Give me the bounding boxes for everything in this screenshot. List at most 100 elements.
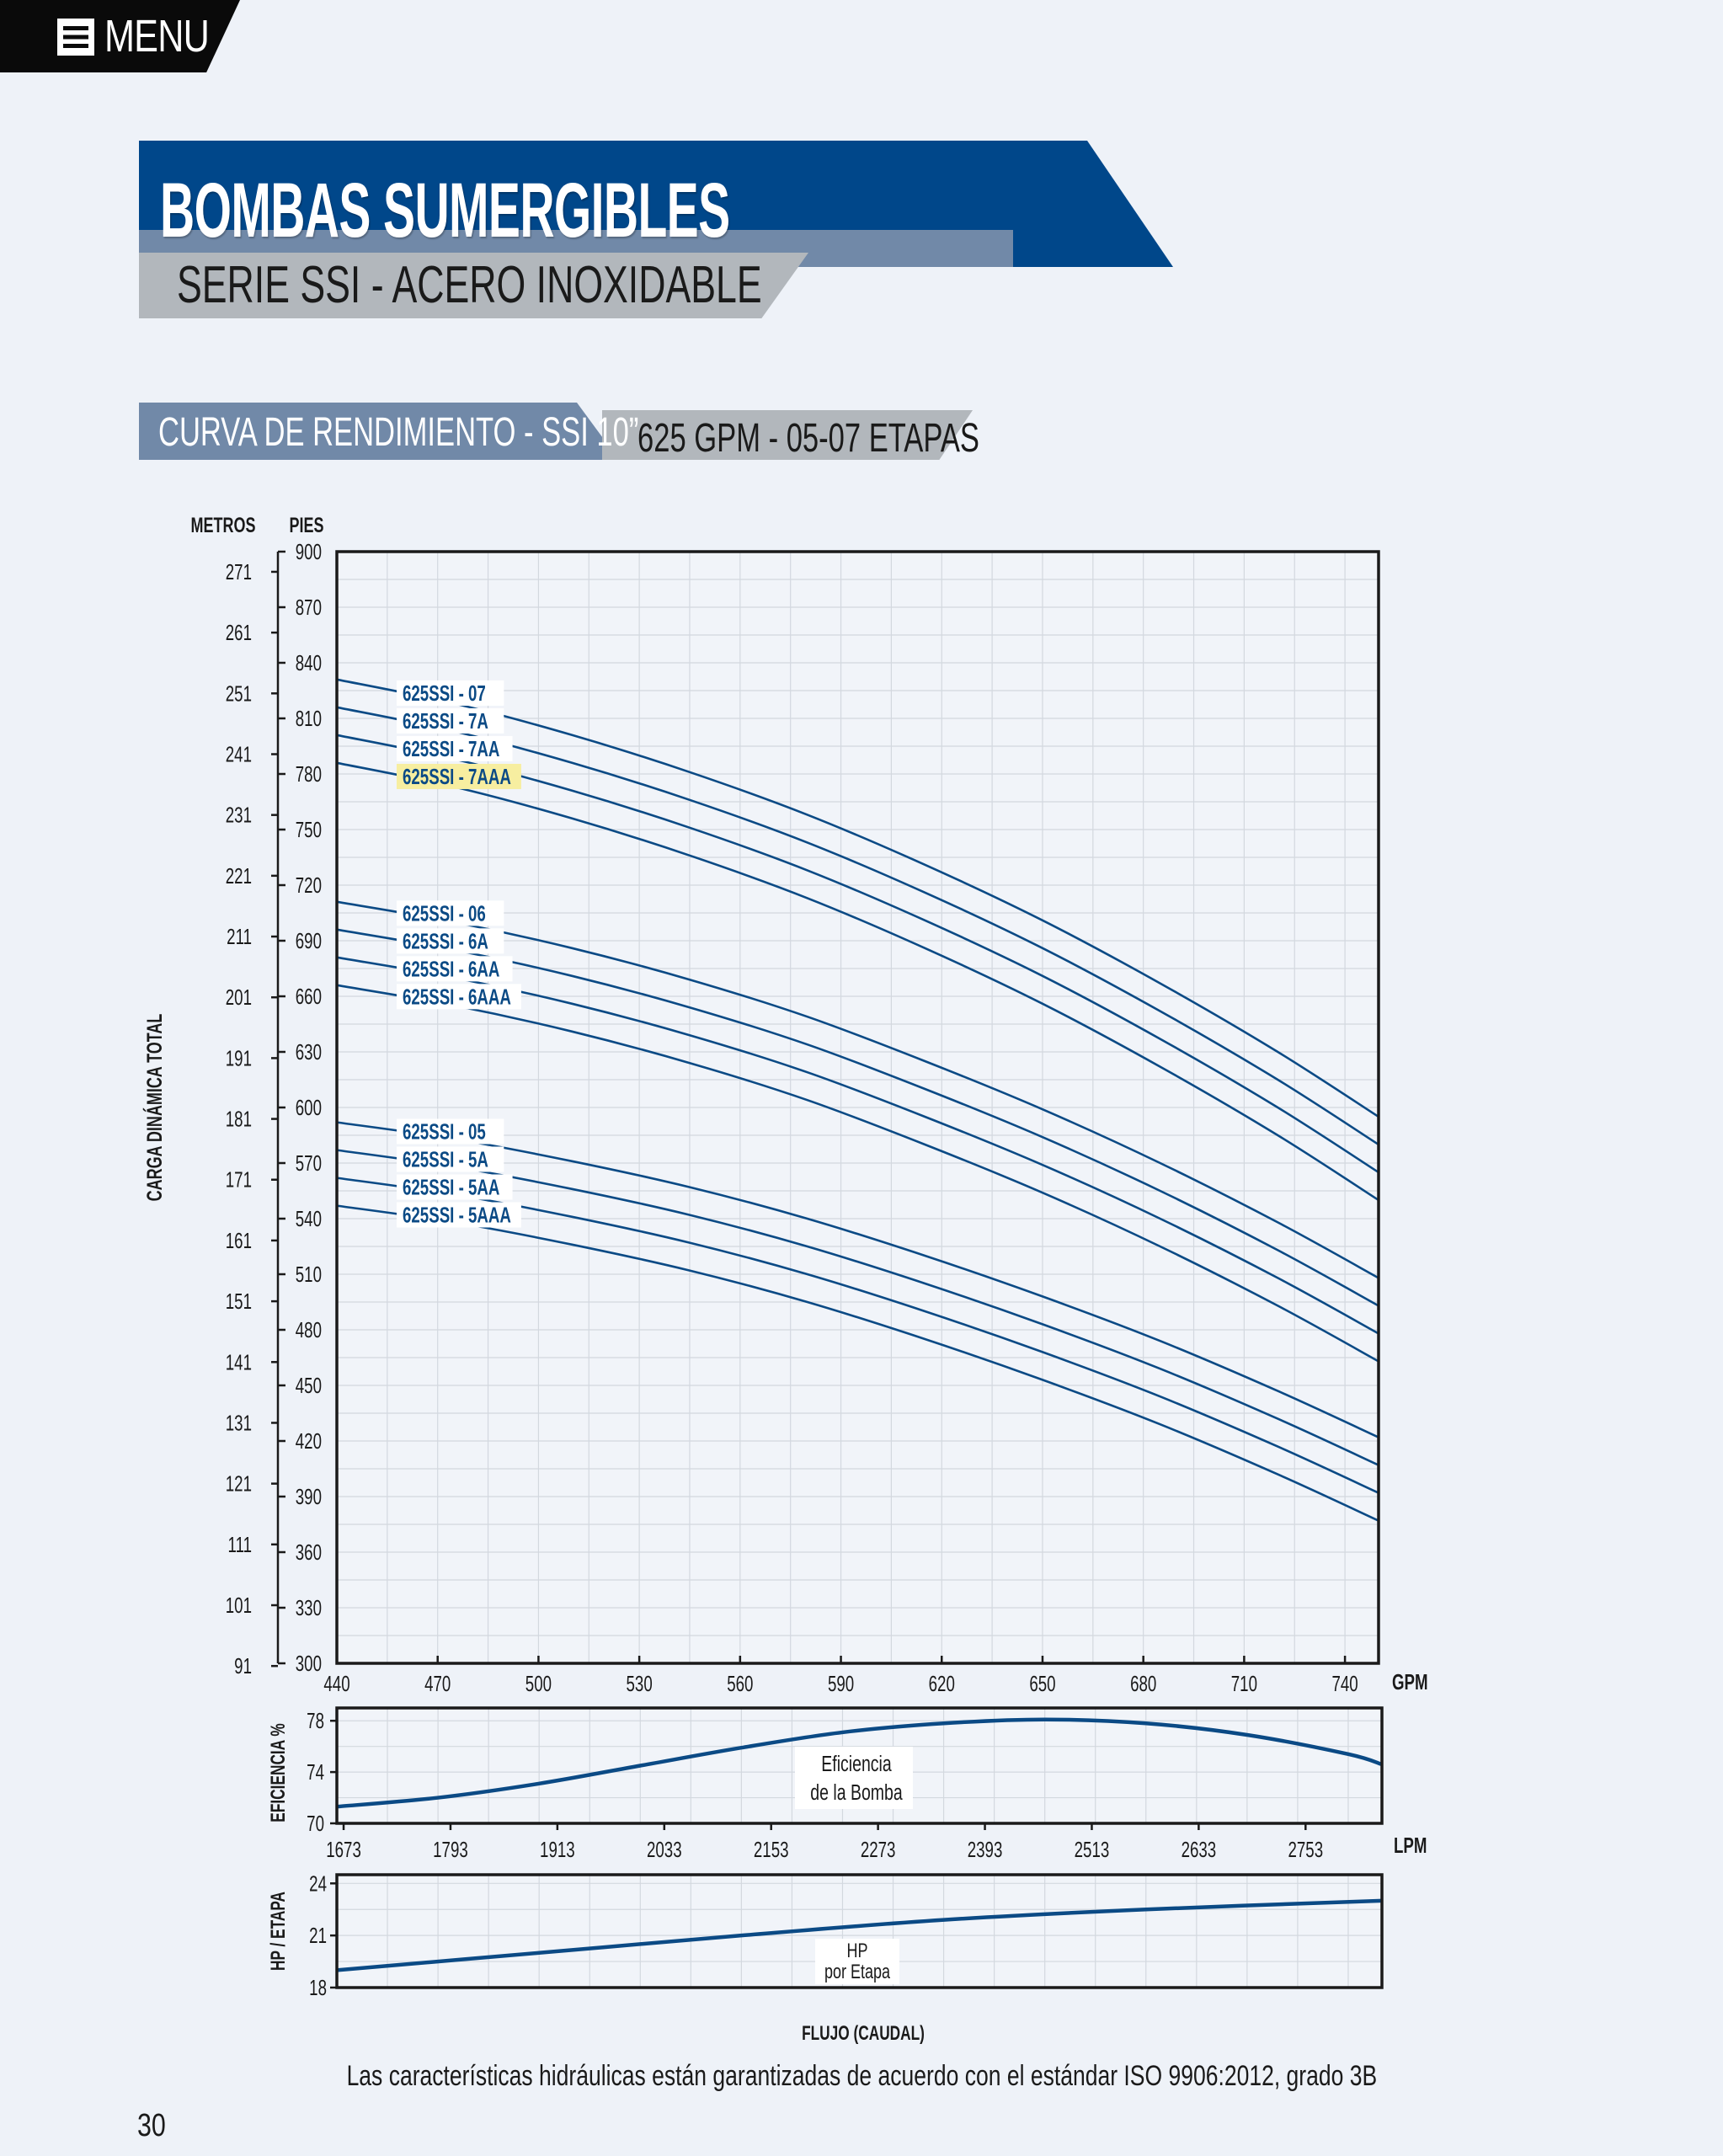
curve-label-bg xyxy=(397,735,513,761)
y-tick-label-ft: 660 xyxy=(296,984,322,1009)
y-tick-label-ft: 720 xyxy=(296,873,322,898)
y-tick-label-m: 271 xyxy=(226,559,252,584)
y-tick-label-ft: 900 xyxy=(296,539,322,564)
section-banner xyxy=(139,403,619,460)
curve-label: 625SSI - 7AA xyxy=(403,736,499,761)
curve-label-bg xyxy=(397,1202,521,1228)
hp-label-line1: HP xyxy=(846,1940,867,1962)
efficiency-y-tick-label: 78 xyxy=(307,1708,324,1733)
curve-label: 625SSI - 07 xyxy=(403,680,486,706)
y-tick-label-m: 131 xyxy=(226,1410,252,1435)
curve-label: 625SSI - 5A xyxy=(403,1146,488,1171)
y-tick-label-ft: 510 xyxy=(296,1262,322,1287)
curve-label-bg xyxy=(397,1118,504,1145)
curve-label: 625SSI - 7AAA xyxy=(403,764,511,789)
footer-note-text: Las características hidráulicas están ga… xyxy=(346,2060,1377,2092)
footer-note: Las características hidráulicas están ga… xyxy=(0,2060,1723,2093)
section-banner-secondary xyxy=(602,410,973,460)
y-tick-label-m: 251 xyxy=(226,680,252,706)
curve-label: 625SSI - 7A xyxy=(403,708,488,734)
y-tick-label-m: 101 xyxy=(226,1593,252,1618)
y-tick-label-m: 191 xyxy=(226,1045,252,1070)
hp-y-tick-label: 18 xyxy=(309,1975,327,2000)
y-unit-pies: PIES xyxy=(290,513,324,537)
x-tick-label-lpm: 2153 xyxy=(754,1837,789,1862)
y-unit-metros: METROS xyxy=(191,513,256,537)
y-tick-label-ft: 420 xyxy=(296,1428,322,1454)
x-tick-label-lpm: 1913 xyxy=(540,1837,575,1862)
section-spec: 625 GPM - 05-07 ETAPAS xyxy=(637,416,979,461)
curve-label-bg xyxy=(397,1174,513,1200)
head-curve xyxy=(336,1149,1379,1466)
y-tick-label-ft: 870 xyxy=(296,595,322,620)
y-tick-label-m: 221 xyxy=(226,863,252,889)
curve-label-bg xyxy=(397,680,504,706)
efficiency-frame xyxy=(335,1706,1384,1825)
curve-label-bg xyxy=(397,763,521,789)
efficiency-y-tick-label: 70 xyxy=(307,1811,324,1836)
y-tick-label-ft: 540 xyxy=(296,1206,322,1231)
x-tick-label-lpm: 2033 xyxy=(647,1837,682,1862)
menu-button[interactable]: MENU xyxy=(0,0,240,72)
head-curve xyxy=(336,1121,1379,1438)
x-tick-label-gpm: 440 xyxy=(323,1671,349,1696)
y-tick-label-m: 261 xyxy=(226,620,252,645)
curve-label-bg xyxy=(397,984,521,1010)
hp-chart-plot-area xyxy=(337,1875,1382,1988)
x-tick-label-lpm: 2273 xyxy=(861,1837,896,1862)
page-number: 30 xyxy=(137,2108,166,2143)
y-tick-label-m: 231 xyxy=(226,803,252,828)
efficiency-chart-plot-area xyxy=(337,1708,1382,1823)
efficiency-curve xyxy=(336,1717,1383,1809)
curve-label: 625SSI - 6AAA xyxy=(403,984,511,1009)
y-axis-title: CARGA DINÁMICA TOTAL xyxy=(142,1014,167,1202)
hp-label-bg xyxy=(815,1939,899,1984)
x-unit-lpm: LPM xyxy=(1394,1833,1427,1858)
head-curve xyxy=(336,984,1379,1363)
curve-label: 625SSI - 6AA xyxy=(403,956,499,981)
y-tick-label-ft: 390 xyxy=(296,1484,322,1509)
x-tick-label-lpm: 2393 xyxy=(968,1837,1003,1862)
subtitle-banner xyxy=(139,253,808,318)
hp-label-line2: por Etapa xyxy=(824,1961,890,1983)
efficiency-label-bg xyxy=(795,1747,913,1809)
x-tick-label-gpm: 590 xyxy=(828,1671,854,1696)
y-tick-label-m: 211 xyxy=(227,924,252,949)
y-tick-label-m: 121 xyxy=(226,1471,252,1497)
x-axis-title: FLUJO (CAUDAL) xyxy=(802,2022,925,2044)
page-title: BOMBAS SUMERGIBLES xyxy=(160,168,730,253)
x-tick-label-gpm: 650 xyxy=(1029,1671,1055,1696)
efficiency-label-line1: Eficiencia xyxy=(821,1751,892,1775)
y-tick-label-ft: 300 xyxy=(296,1651,322,1676)
y-tick-label-ft: 480 xyxy=(296,1317,322,1342)
curve-label-bg xyxy=(397,1146,504,1172)
curve-label-bg xyxy=(397,928,504,954)
x-tick-label-gpm: 560 xyxy=(727,1671,753,1696)
y-tick-label-ft: 840 xyxy=(296,650,322,675)
head-curve xyxy=(336,928,1379,1307)
x-tick-label-lpm: 2753 xyxy=(1288,1837,1323,1862)
x-tick-label-gpm: 740 xyxy=(1331,1671,1358,1696)
x-tick-label-gpm: 710 xyxy=(1231,1671,1257,1696)
hp-y-title: HP / ETAPA xyxy=(267,1892,289,1971)
head-curve xyxy=(336,956,1379,1335)
curve-label: 625SSI - 5AA xyxy=(403,1174,499,1199)
y-tick-label-ft: 750 xyxy=(296,817,322,842)
curve-label: 625SSI - 05 xyxy=(403,1118,486,1144)
y-tick-label-ft: 330 xyxy=(296,1595,322,1620)
x-tick-label-lpm: 2633 xyxy=(1182,1837,1217,1862)
head-chart-plot-area xyxy=(337,552,1379,1663)
efficiency-y-tick-label: 74 xyxy=(307,1759,324,1785)
x-tick-label-gpm: 620 xyxy=(929,1671,955,1696)
y-tick-label-ft: 810 xyxy=(296,706,322,731)
y-tick-label-ft: 630 xyxy=(296,1039,322,1065)
efficiency-y-title: EFICIENCIA % xyxy=(267,1723,289,1822)
head-curve xyxy=(336,1204,1379,1522)
efficiency-label-line2: de la Bomba xyxy=(810,1780,903,1804)
x-tick-label-lpm: 2513 xyxy=(1075,1837,1110,1862)
menu-label: MENU xyxy=(104,11,210,61)
y-tick-label-m: 161 xyxy=(226,1228,252,1253)
curve-label: 625SSI - 6A xyxy=(403,928,488,953)
x-unit-gpm: GPM xyxy=(1392,1669,1428,1694)
